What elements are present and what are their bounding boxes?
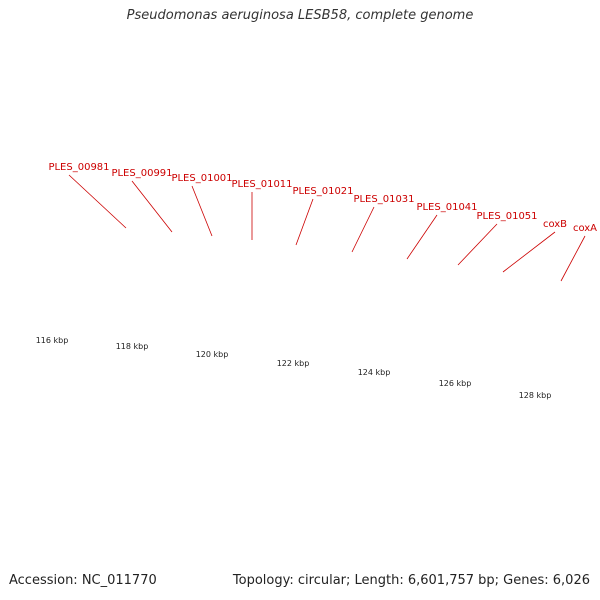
scale-label: 128 kbp <box>519 391 552 400</box>
gene-label: PLES_00991 <box>111 168 172 179</box>
scale-label: 122 kbp <box>277 359 310 368</box>
leader-line <box>502 231 556 273</box>
gene-label: PLES_01051 <box>476 211 537 222</box>
leader-line <box>406 214 438 260</box>
leader-line <box>68 174 127 229</box>
scale-label: 120 kbp <box>196 350 229 359</box>
leader-line <box>131 180 173 233</box>
scale-label: 124 kbp <box>358 368 391 377</box>
gene-label: PLES_00981 <box>48 162 109 173</box>
genome-summary-text: Topology: circular; Length: 6,601,757 bp… <box>232 573 590 588</box>
leader-line <box>351 206 375 253</box>
gene-label: PLES_01041 <box>416 202 477 213</box>
scale-label: 126 kbp <box>439 379 472 388</box>
scale-label: 116 kbp <box>36 336 69 345</box>
gene-label: PLES_01031 <box>353 194 414 205</box>
leader-line <box>295 198 314 246</box>
gene-label: coxB <box>543 219 567 230</box>
gene-label: coxA <box>573 223 597 234</box>
gene-label: PLES_01001 <box>171 173 232 184</box>
scale-labels: 116 kbp 118 kbp 120 kbp 122 kbp 124 kbp 126 k… <box>36 336 552 400</box>
accession-text: Accession: NC_011770 <box>9 573 157 588</box>
scale-label: 118 kbp <box>116 342 149 351</box>
leader-line <box>560 235 586 282</box>
gene-label: PLES_01011 <box>231 179 292 190</box>
gene-label: PLES_01021 <box>292 186 353 197</box>
leader-line <box>457 223 498 266</box>
gene-labels: PLES_00981PLES_00991PLES_01001PLES_01011… <box>48 162 597 282</box>
leader-line <box>191 185 213 237</box>
genome-title: Pseudomonas aeruginosa LESB58, complete … <box>126 8 474 23</box>
